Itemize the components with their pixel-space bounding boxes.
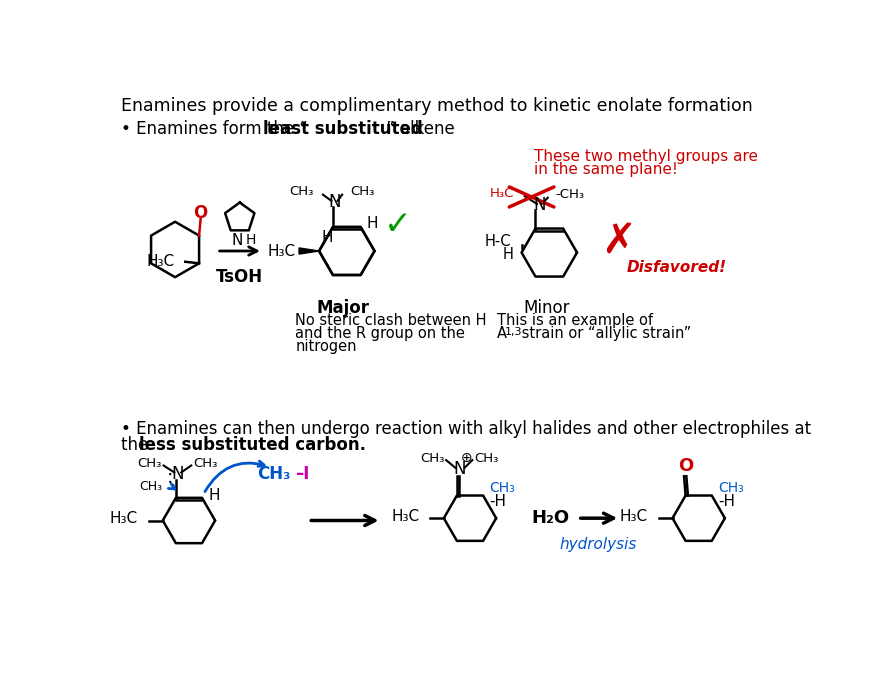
Text: CH₃: CH₃: [717, 481, 743, 495]
Text: -H: -H: [717, 494, 734, 509]
Text: hydrolysis: hydrolysis: [560, 537, 637, 552]
Text: H-C: H-C: [484, 234, 511, 250]
Text: in the same plane!: in the same plane!: [533, 162, 677, 177]
Text: O: O: [193, 203, 208, 222]
Text: strain or “allylic strain”: strain or “allylic strain”: [517, 326, 690, 341]
Text: -H: -H: [488, 494, 506, 509]
Text: CH₃: CH₃: [139, 480, 162, 493]
Text: H: H: [502, 247, 512, 262]
Text: H₂O: H₂O: [531, 509, 569, 527]
Text: Minor: Minor: [524, 299, 569, 317]
Text: nitrogen: nitrogen: [295, 339, 356, 354]
Text: • Enamines form the “: • Enamines form the “: [121, 120, 308, 138]
Text: –I: –I: [295, 465, 310, 483]
Text: O: O: [677, 457, 693, 475]
Text: CH₃: CH₃: [420, 452, 444, 465]
Polygon shape: [299, 248, 318, 254]
Text: N: N: [533, 196, 545, 214]
Text: least substituted: least substituted: [262, 120, 422, 138]
Text: :: :: [167, 469, 174, 488]
Text: Disfavored!: Disfavored!: [625, 260, 725, 275]
Text: Enamines provide a complimentary method to kinetic enolate formation: Enamines provide a complimentary method …: [121, 97, 752, 115]
Text: less substituted carbon.: less substituted carbon.: [139, 436, 366, 454]
Text: No steric clash between H: No steric clash between H: [295, 313, 486, 328]
Text: H: H: [208, 488, 219, 503]
Text: TsOH: TsOH: [216, 268, 263, 286]
Text: 1,3: 1,3: [504, 327, 522, 337]
Text: A: A: [496, 326, 506, 341]
Text: N: N: [453, 460, 466, 478]
Text: ✗: ✗: [601, 221, 635, 262]
Text: N: N: [328, 192, 340, 211]
Text: N: N: [171, 465, 183, 483]
Text: ✓: ✓: [384, 207, 412, 241]
Text: H₃C: H₃C: [267, 243, 296, 258]
Text: This is an example of: This is an example of: [496, 313, 652, 328]
Text: CH₃: CH₃: [349, 185, 374, 198]
Text: • Enamines can then undergo reaction with alkyl halides and other electrophiles : • Enamines can then undergo reaction wit…: [121, 420, 810, 439]
Text: H: H: [245, 233, 255, 247]
Text: N: N: [232, 233, 243, 248]
Text: H₃C: H₃C: [489, 186, 513, 200]
Text: ” alkene: ” alkene: [386, 120, 454, 138]
Text: Major: Major: [316, 299, 369, 317]
Text: CH₃: CH₃: [138, 458, 162, 471]
Text: CH₃: CH₃: [257, 465, 290, 483]
Text: H₃C: H₃C: [390, 509, 418, 524]
Text: -CH₃: -CH₃: [555, 188, 584, 201]
Text: CH₃: CH₃: [289, 185, 313, 198]
Text: H: H: [321, 230, 332, 245]
Text: CH₃: CH₃: [488, 481, 515, 495]
Text: H₃C: H₃C: [146, 254, 175, 269]
Text: CH₃: CH₃: [474, 452, 497, 465]
Text: H₃C: H₃C: [110, 511, 138, 526]
Text: H: H: [367, 216, 378, 231]
Text: These two methyl groups are: These two methyl groups are: [533, 150, 757, 165]
Text: CH₃: CH₃: [193, 458, 217, 471]
Text: H₃C: H₃C: [619, 509, 647, 524]
Text: ⊕: ⊕: [460, 451, 472, 464]
Text: the: the: [121, 436, 153, 454]
Text: and the R group on the: and the R group on the: [295, 326, 465, 341]
